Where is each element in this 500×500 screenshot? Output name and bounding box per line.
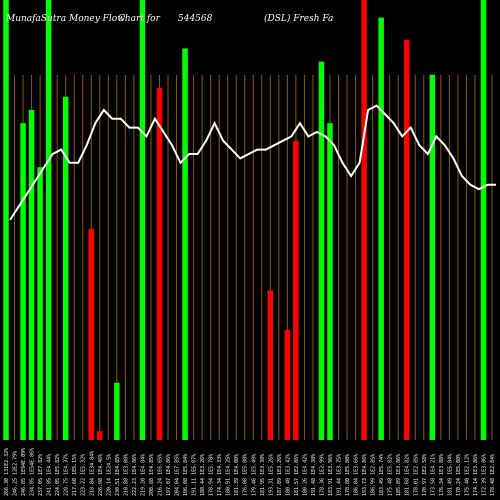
- bar: [88, 228, 95, 440]
- x-tick-label: 181.57 1E2.86%: [294, 454, 300, 496]
- x-tick-label: 246.25 12E2.79%: [13, 451, 19, 496]
- x-tick-label: 176.34 1E3.88%: [439, 454, 445, 496]
- bar: [3, 0, 9, 440]
- bar: [62, 96, 69, 441]
- bar: [28, 110, 35, 440]
- x-tick-label: 173.58 1E4.21%: [430, 454, 436, 496]
- x-tick-label: 226.98 1E4.46%: [98, 454, 104, 496]
- x-tick-label: 181.68 1E4.82%: [405, 454, 411, 496]
- x-tick-label: 191.48 1E4.38%: [311, 454, 317, 496]
- x-tick-label: 186.99 1E2.85%: [371, 454, 377, 496]
- x-tick-label: 178.01 1E2.85%: [413, 454, 419, 496]
- x-tick-label: 185.89 1E3.86%: [396, 454, 402, 496]
- x-tick-label: 178.80 1E5.80%: [345, 454, 351, 496]
- bar: [284, 330, 291, 440]
- x-tick-label: 222.23 1E4.86%: [132, 454, 138, 496]
- bar: [318, 61, 325, 440]
- x-tick-label: 174.34 1E4.33%: [217, 454, 223, 496]
- x-tick-label: 224.05 1E5.82%: [55, 454, 61, 496]
- x-tick-label: 188.44 1E3.26%: [200, 454, 206, 496]
- bar: [139, 0, 146, 440]
- x-tick-label: 219.20 1E4.84%: [140, 454, 146, 496]
- x-tick-label: 175.48 1E5.82%: [388, 454, 394, 496]
- x-tick-label: 183.49 1E5.74%: [379, 454, 385, 496]
- bar: [45, 0, 52, 440]
- x-tick-label: 234.85 1E54E.86%: [30, 448, 36, 496]
- x-tick-label: 191.11 1E5.87%: [192, 454, 198, 496]
- x-tick-label: 216.24 1E6.65%: [157, 454, 163, 496]
- x-tick-labels: 266.30 131E2.32% 246.25 12E2.79% 246.85 1E…: [4, 448, 496, 496]
- x-tick-label: 170.24 1E5.08%: [456, 454, 462, 496]
- x-tick-label: 183.91 1E3.96%: [328, 454, 334, 496]
- x-tick-label: 181.49 1E5.84%: [447, 454, 453, 496]
- bar: [361, 0, 367, 440]
- x-tick-label: 196.08 1E5.84%: [183, 454, 189, 496]
- x-tick-label: 181.39 1E4.08%: [234, 454, 240, 496]
- x-tick-label: 218.84 1E34.84%: [89, 451, 95, 496]
- x-tick-label: 178.48 1E2.84%: [490, 454, 496, 496]
- x-tick-label: 175.40 1E2.12%: [464, 454, 470, 496]
- x-tick-label: 266.30 131E2.32%: [4, 448, 10, 496]
- bar: [327, 123, 333, 440]
- bar: [480, 0, 487, 440]
- x-tick-label: 193.73 1E4.86%: [362, 454, 368, 496]
- x-tick-label: 210.88 1E3.08%: [123, 454, 129, 496]
- x-tick-label: 180.26 1E4.42%: [302, 454, 308, 496]
- x-tick-label: 237.05 1E7.82%: [38, 454, 44, 496]
- x-tick-label: 170.97 1E2.58%: [422, 454, 428, 496]
- bar: [182, 48, 188, 441]
- x-tick-label: 186.04 1E3.66%: [354, 454, 360, 496]
- bar: [378, 17, 384, 440]
- bar: [267, 290, 274, 440]
- x-tick-label: 228.75 1E4.37%: [64, 454, 70, 496]
- bar: [403, 39, 410, 440]
- x-tick-label: 178.36 1E2.99%: [319, 454, 325, 496]
- x-tick-label: 176.08 1E5.88%: [243, 454, 249, 496]
- x-tick-label: 217.60 1E5.15%: [72, 454, 78, 496]
- x-tick-label: 180.40 1E3.42%: [285, 454, 291, 496]
- bar-series: [3, 0, 487, 441]
- x-tick-label: 193.31 1E5.26%: [268, 454, 274, 496]
- money-flow-line: [9, 104, 496, 221]
- x-tick-label: 187.89 1E3.26%: [277, 454, 283, 496]
- x-tick-label: 246.85 1E94E.09%: [21, 448, 27, 496]
- bar: [97, 431, 103, 440]
- bar: [37, 167, 43, 440]
- chart-title-part-1: MunafaSutra Money Flow: [5, 14, 125, 24]
- x-tick-label: 179.46 1E5.49%: [251, 454, 257, 496]
- x-tick-label: 220.14 1E24.5%: [106, 454, 112, 496]
- x-tick-label: 197.07 1E4.86%: [166, 454, 172, 496]
- bar: [293, 140, 299, 441]
- chart-title-part-3: 544568: [178, 14, 213, 24]
- x-tick-label: 230.51 1E4.85%: [115, 454, 121, 496]
- x-tick-label: 180.91 1E4.25%: [226, 454, 232, 496]
- x-tick-label: 191.44 1E3.75%: [337, 454, 343, 496]
- chart-title-part-4: (DSL) Fresh Fa: [264, 13, 333, 24]
- x-tick-label: 204.04 1E7.85%: [175, 454, 181, 496]
- bar: [156, 88, 163, 440]
- x-tick-label: 174.14 1E3.86%: [473, 454, 479, 496]
- x-tick-label: 172.39 1E3.86%: [481, 454, 487, 496]
- x-tick-label: 223.22 1E5.32%: [81, 454, 87, 496]
- x-tick-label: 181.95 1E3.38%: [260, 454, 266, 496]
- x-tick-label: 178.94 1E5.78%: [209, 454, 215, 496]
- chart-title: MunafaSutra Money Flow Chart for 544568 …: [5, 13, 333, 24]
- bar: [114, 382, 120, 440]
- bar: [20, 123, 26, 440]
- x-tick-label: 208.88 1E4.85%: [149, 454, 155, 496]
- bar: [429, 74, 436, 441]
- chart-title-part-2: Chart for: [118, 14, 161, 24]
- x-tick-label: 241.85 1E4.44%: [47, 454, 53, 496]
